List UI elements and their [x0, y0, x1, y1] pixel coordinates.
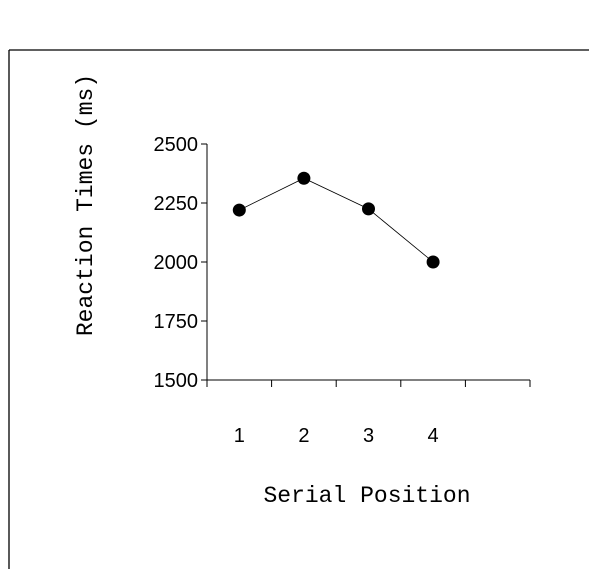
- y-axis-title: Reaction Times (ms): [73, 74, 99, 336]
- x-axis-ticks: 1 2 3 4: [206, 380, 531, 447]
- x-tick-label: 4: [428, 425, 439, 447]
- y-tick-label: 1750: [154, 311, 199, 333]
- y-tick-label: 1500: [154, 370, 199, 392]
- data-point: [297, 171, 311, 185]
- x-tick-label: 2: [298, 425, 309, 447]
- data-point: [426, 255, 440, 269]
- series-group: [232, 171, 440, 269]
- y-tick-label: 2500: [154, 134, 199, 156]
- y-tick-label: 2000: [154, 252, 199, 274]
- x-tick-label: 1: [234, 425, 245, 447]
- y-tick-label: 2250: [154, 193, 199, 215]
- x-axis-title: Serial Position: [263, 483, 470, 509]
- data-point: [232, 203, 246, 217]
- x-tick-label: 3: [363, 425, 374, 447]
- data-point: [362, 202, 375, 216]
- series-line: [239, 177, 434, 263]
- y-axis-ticks: 1500 1750 2000 2250 2500: [154, 134, 207, 392]
